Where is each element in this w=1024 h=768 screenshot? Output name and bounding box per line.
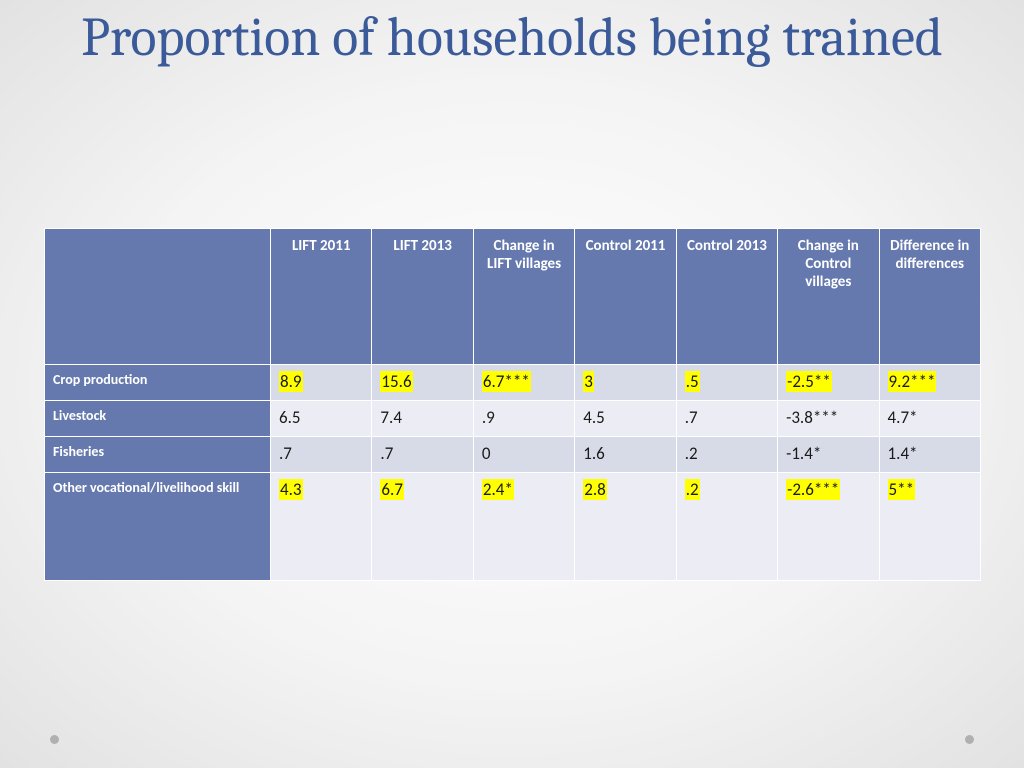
table-cell: 6.7 (372, 473, 473, 581)
table-body: Crop production 8.9 15.6 6.7*** 3 .5 -2.5** 9.2… (45, 365, 981, 581)
highlighted-value: 15.6 (380, 371, 412, 392)
table-cell: 2.4* (473, 473, 574, 581)
decorative-dot-icon (965, 735, 974, 744)
table-cell: -2.5** (778, 365, 879, 401)
highlighted-value: 2.8 (583, 479, 607, 500)
highlighted-value: 5** (888, 479, 916, 500)
table-header-row: LIFT 2011 LIFT 2013 Change in LIFT villa… (45, 229, 981, 365)
col-header-change-lift: Change in LIFT villages (473, 229, 574, 365)
col-header-control-2011: Control 2011 (575, 229, 676, 365)
table-cell: 1.6 (575, 437, 676, 473)
table-cell: -2.6*** (778, 473, 879, 581)
row-header: Fisheries (45, 437, 271, 473)
table-cell: 0 (473, 437, 574, 473)
highlighted-value: -2.5** (786, 371, 832, 392)
table-cell: 6.7*** (473, 365, 574, 401)
col-header-blank (45, 229, 271, 365)
table-cell: .5 (676, 365, 777, 401)
table-cell: 4.3 (271, 473, 372, 581)
table-cell: 2.8 (575, 473, 676, 581)
col-header-diff-in-diff: Difference in differences (879, 229, 980, 365)
table-cell: 5** (879, 473, 980, 581)
row-header: Other vocational/livelihood skill (45, 473, 271, 581)
decorative-dot-icon (50, 735, 59, 744)
table-cell: .9 (473, 401, 574, 437)
table-row: Crop production 8.9 15.6 6.7*** 3 .5 -2.5** 9.2… (45, 365, 981, 401)
highlighted-value: 8.9 (279, 371, 303, 392)
table-cell: .7 (271, 437, 372, 473)
highlighted-value: 6.7 (380, 479, 404, 500)
highlighted-value: 3 (583, 371, 594, 392)
table-cell: 8.9 (271, 365, 372, 401)
highlighted-value: 6.7*** (482, 371, 531, 392)
col-header-lift-2013: LIFT 2013 (372, 229, 473, 365)
table-cell: 7.4 (372, 401, 473, 437)
col-header-control-2013: Control 2013 (676, 229, 777, 365)
highlighted-value: -2.6*** (786, 479, 840, 500)
highlighted-value: .5 (685, 371, 700, 392)
table-cell: 4.7* (879, 401, 980, 437)
table-cell: 6.5 (271, 401, 372, 437)
table-row: Other vocational/livelihood skill 4.3 6.7 2… (45, 473, 981, 581)
table-cell: -1.4* (778, 437, 879, 473)
table-cell: 15.6 (372, 365, 473, 401)
data-table: LIFT 2011 LIFT 2013 Change in LIFT villa… (44, 228, 981, 581)
table-cell: .2 (676, 437, 777, 473)
slide-title: Proportion of households being trained (0, 0, 1024, 67)
col-header-lift-2011: LIFT 2011 (271, 229, 372, 365)
table-cell: 4.5 (575, 401, 676, 437)
table-row: Fisheries.7.701.6.2-1.4*1.4* (45, 437, 981, 473)
highlighted-value: 4.3 (279, 479, 303, 500)
table-cell: 1.4* (879, 437, 980, 473)
table-cell: 9.2*** (879, 365, 980, 401)
col-header-change-control: Change in Control villages (778, 229, 879, 365)
table-cell: .7 (676, 401, 777, 437)
table-row: Livestock6.57.4.94.5.7-3.8***4.7* (45, 401, 981, 437)
data-table-container: LIFT 2011 LIFT 2013 Change in LIFT villa… (44, 228, 980, 581)
highlighted-value: 9.2*** (888, 371, 937, 392)
table-cell: 3 (575, 365, 676, 401)
table-cell: .7 (372, 437, 473, 473)
highlighted-value: .2 (685, 479, 700, 500)
table-cell: -3.8*** (778, 401, 879, 437)
row-header: Crop production (45, 365, 271, 401)
table-cell: .2 (676, 473, 777, 581)
highlighted-value: 2.4* (482, 479, 514, 500)
row-header: Livestock (45, 401, 271, 437)
